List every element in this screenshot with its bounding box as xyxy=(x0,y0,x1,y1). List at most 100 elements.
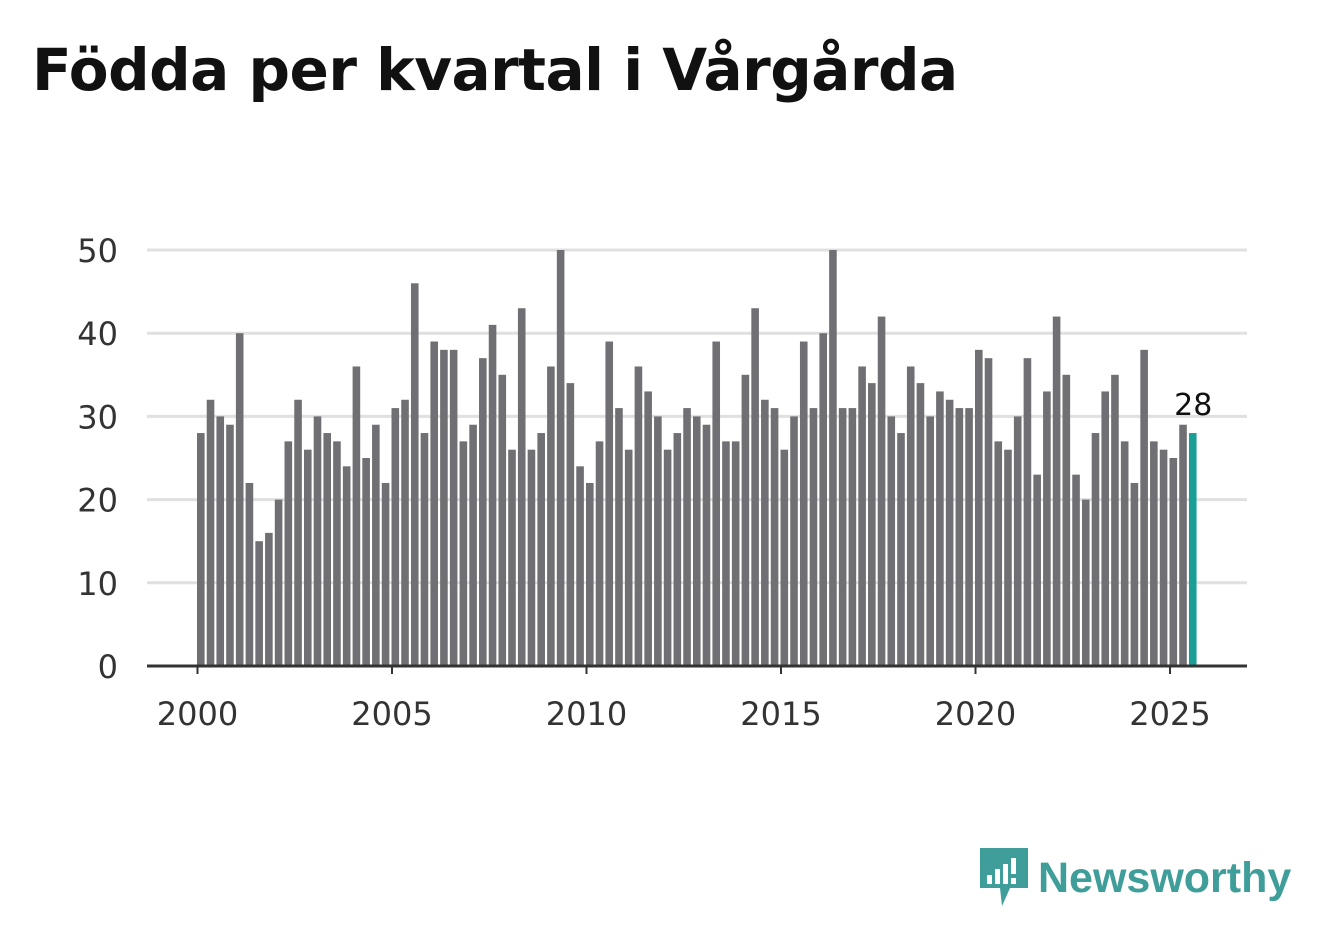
x-tick-label: 2010 xyxy=(546,695,627,733)
bar xyxy=(1004,449,1012,666)
bar xyxy=(683,408,691,666)
bar xyxy=(1052,316,1061,666)
bar xyxy=(197,433,205,666)
x-tick-label: 2005 xyxy=(351,695,432,733)
bar xyxy=(994,441,1003,666)
x-axis-labels: 2000 2005 2010 2015 2020 2025 xyxy=(157,695,1211,733)
bar xyxy=(255,541,263,666)
y-tick-label: 10 xyxy=(77,565,118,603)
bar xyxy=(410,283,419,666)
bar xyxy=(1081,499,1090,666)
latest-value-label: 28 xyxy=(1174,388,1212,423)
bar xyxy=(576,466,584,666)
bar xyxy=(1179,424,1187,666)
bar xyxy=(226,424,234,666)
bar xyxy=(352,366,361,666)
bar xyxy=(206,399,215,666)
bar xyxy=(1072,474,1080,666)
x-tick-label: 2020 xyxy=(935,695,1016,733)
bar xyxy=(761,399,769,666)
bar xyxy=(401,399,409,666)
bar xyxy=(858,366,866,666)
bar xyxy=(868,383,876,666)
bar xyxy=(975,349,983,666)
y-tick-label: 0 xyxy=(98,648,118,686)
bar xyxy=(527,449,536,666)
bar xyxy=(1013,416,1022,666)
bar xyxy=(877,316,886,666)
bar xyxy=(449,349,458,666)
bar xyxy=(799,341,808,666)
bar xyxy=(294,399,302,666)
bar xyxy=(469,424,477,666)
bar xyxy=(848,408,857,666)
bar xyxy=(1023,358,1032,666)
bar xyxy=(634,366,643,666)
bar xyxy=(897,433,905,666)
bar xyxy=(770,408,779,666)
bar xyxy=(1101,391,1110,666)
bar xyxy=(829,250,837,666)
bar xyxy=(1169,458,1178,666)
bar xyxy=(838,408,847,666)
bar xyxy=(216,416,225,666)
bar xyxy=(916,383,925,666)
x-axis xyxy=(147,664,1247,674)
bar xyxy=(498,374,507,666)
bar xyxy=(245,482,254,666)
y-tick-label: 30 xyxy=(77,398,118,436)
chart-title: Födda per kvartal i Vårgårda xyxy=(32,36,958,104)
bar xyxy=(313,416,322,666)
y-tick-label: 50 xyxy=(77,232,118,270)
x-tick-label: 2000 xyxy=(157,695,238,733)
bar xyxy=(945,399,954,666)
bar xyxy=(586,482,594,666)
x-tick-label: 2025 xyxy=(1129,695,1210,733)
bar xyxy=(819,333,827,666)
bar xyxy=(1150,441,1158,666)
bar xyxy=(381,482,390,666)
y-tick-label: 40 xyxy=(77,315,118,353)
bar xyxy=(906,366,915,666)
brand-name: Newsworthy xyxy=(1038,854,1292,902)
x-tick-label: 2015 xyxy=(740,695,821,733)
bar xyxy=(722,441,730,666)
bar xyxy=(663,449,672,666)
bar xyxy=(323,433,332,666)
bar xyxy=(391,408,400,666)
y-axis-labels: 0 10 20 30 40 50 xyxy=(77,232,118,686)
y-tick-label: 20 xyxy=(77,482,118,520)
bar xyxy=(235,333,244,666)
bar xyxy=(741,374,750,666)
bar xyxy=(790,416,798,666)
bar xyxy=(1043,391,1051,666)
bar xyxy=(809,408,818,666)
bar xyxy=(965,408,973,666)
brand: Newsworthy xyxy=(980,848,1291,908)
bar xyxy=(430,341,438,666)
bars xyxy=(197,250,1197,666)
bar xyxy=(644,391,652,666)
bar xyxy=(702,424,711,666)
bar xyxy=(459,441,468,666)
bar xyxy=(780,449,789,666)
bar xyxy=(1159,449,1168,666)
bar xyxy=(274,499,283,666)
newsworthy-logo-icon xyxy=(980,848,1028,906)
bar xyxy=(265,532,273,666)
bar xyxy=(372,424,380,666)
bar xyxy=(654,416,662,666)
bar xyxy=(342,466,351,666)
bar xyxy=(595,441,604,666)
annotations: 28 xyxy=(1174,388,1212,423)
bar xyxy=(1033,474,1041,666)
bar xyxy=(333,441,341,666)
bar xyxy=(1062,374,1071,666)
bar xyxy=(517,308,526,666)
bar xyxy=(537,433,545,666)
bar xyxy=(624,449,633,666)
bar xyxy=(731,441,740,666)
bar xyxy=(1130,482,1139,666)
bar xyxy=(284,441,293,666)
